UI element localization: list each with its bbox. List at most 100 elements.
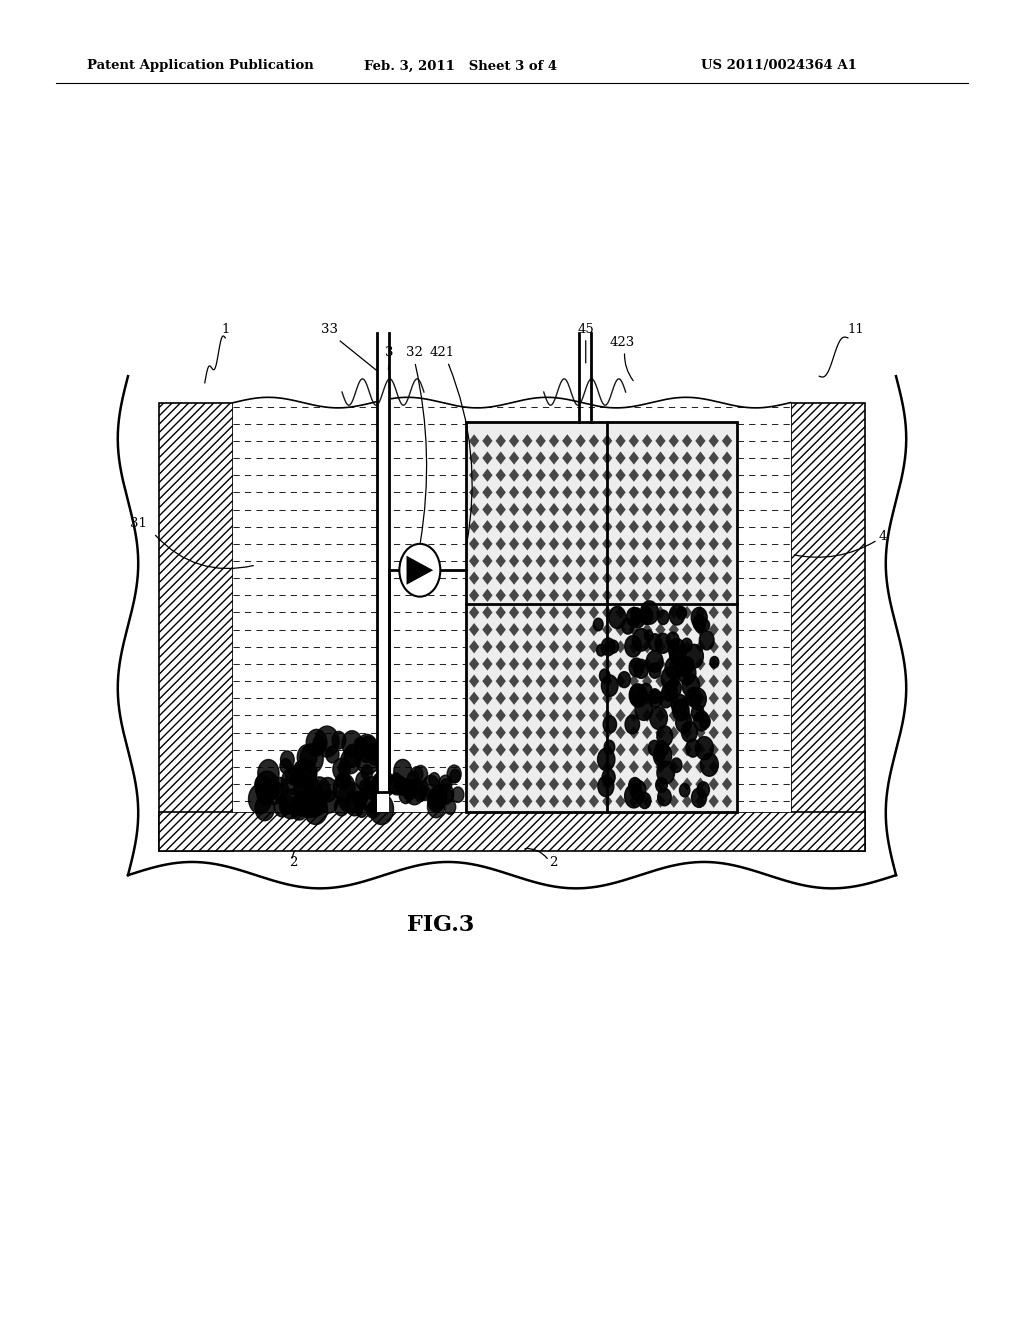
- Polygon shape: [522, 451, 532, 465]
- Polygon shape: [509, 675, 519, 688]
- Polygon shape: [575, 726, 586, 739]
- Polygon shape: [509, 503, 519, 516]
- Polygon shape: [629, 451, 639, 465]
- Bar: [466, 422, 737, 812]
- Polygon shape: [722, 709, 732, 722]
- Polygon shape: [655, 554, 666, 568]
- Polygon shape: [536, 726, 546, 739]
- Circle shape: [444, 800, 456, 814]
- Polygon shape: [536, 451, 546, 465]
- Polygon shape: [682, 451, 692, 465]
- Text: Feb. 3, 2011   Sheet 3 of 4: Feb. 3, 2011 Sheet 3 of 4: [364, 59, 557, 73]
- Circle shape: [672, 694, 687, 715]
- Polygon shape: [509, 486, 519, 499]
- Circle shape: [282, 768, 303, 795]
- Polygon shape: [549, 537, 559, 550]
- Polygon shape: [549, 451, 559, 465]
- Circle shape: [681, 722, 697, 742]
- Circle shape: [644, 630, 653, 642]
- Circle shape: [373, 774, 385, 789]
- Circle shape: [665, 657, 682, 678]
- Polygon shape: [549, 726, 559, 739]
- Polygon shape: [655, 795, 666, 808]
- Polygon shape: [709, 451, 719, 465]
- Circle shape: [447, 766, 461, 783]
- Polygon shape: [709, 675, 719, 688]
- Polygon shape: [549, 589, 559, 602]
- Polygon shape: [496, 657, 506, 671]
- Polygon shape: [536, 640, 546, 653]
- Circle shape: [340, 774, 350, 787]
- Polygon shape: [655, 486, 666, 499]
- Text: 32: 32: [407, 346, 423, 359]
- Polygon shape: [602, 537, 612, 550]
- Circle shape: [629, 777, 641, 793]
- Bar: [466, 422, 737, 812]
- Polygon shape: [602, 434, 612, 447]
- Polygon shape: [482, 795, 493, 808]
- Polygon shape: [522, 554, 532, 568]
- Circle shape: [281, 751, 294, 768]
- Polygon shape: [522, 657, 532, 671]
- Circle shape: [452, 787, 464, 803]
- Polygon shape: [722, 777, 732, 791]
- Circle shape: [677, 607, 686, 619]
- Polygon shape: [549, 606, 559, 619]
- Polygon shape: [709, 469, 719, 482]
- Polygon shape: [629, 434, 639, 447]
- Circle shape: [293, 791, 313, 817]
- Circle shape: [359, 737, 376, 758]
- Polygon shape: [482, 537, 493, 550]
- Circle shape: [300, 744, 324, 774]
- Circle shape: [625, 635, 641, 657]
- Polygon shape: [629, 795, 639, 808]
- Polygon shape: [522, 640, 532, 653]
- Polygon shape: [615, 434, 626, 447]
- Polygon shape: [615, 743, 626, 756]
- Circle shape: [686, 688, 701, 708]
- Circle shape: [631, 780, 646, 800]
- Polygon shape: [522, 795, 532, 808]
- Circle shape: [389, 775, 404, 795]
- Polygon shape: [642, 777, 652, 791]
- Polygon shape: [509, 726, 519, 739]
- Polygon shape: [709, 657, 719, 671]
- Circle shape: [342, 731, 362, 756]
- Polygon shape: [536, 434, 546, 447]
- Polygon shape: [562, 537, 572, 550]
- Circle shape: [655, 634, 671, 653]
- Polygon shape: [602, 795, 612, 808]
- Polygon shape: [695, 657, 706, 671]
- Polygon shape: [602, 503, 612, 516]
- Polygon shape: [615, 692, 626, 705]
- Polygon shape: [549, 469, 559, 482]
- Circle shape: [622, 618, 634, 634]
- Polygon shape: [589, 537, 599, 550]
- Polygon shape: [722, 795, 732, 808]
- Polygon shape: [496, 709, 506, 722]
- Polygon shape: [602, 675, 612, 688]
- Circle shape: [255, 796, 274, 821]
- Polygon shape: [509, 554, 519, 568]
- Polygon shape: [482, 572, 493, 585]
- Polygon shape: [589, 760, 599, 774]
- Polygon shape: [496, 743, 506, 756]
- Polygon shape: [589, 692, 599, 705]
- Text: 423: 423: [610, 335, 635, 348]
- Circle shape: [697, 781, 710, 797]
- Polygon shape: [562, 657, 572, 671]
- Polygon shape: [655, 520, 666, 533]
- Polygon shape: [695, 554, 706, 568]
- Circle shape: [691, 788, 707, 808]
- Polygon shape: [615, 795, 626, 808]
- Circle shape: [676, 711, 692, 733]
- Polygon shape: [602, 640, 612, 653]
- Polygon shape: [642, 554, 652, 568]
- Circle shape: [274, 797, 290, 817]
- Circle shape: [646, 651, 664, 672]
- Circle shape: [263, 780, 279, 800]
- Circle shape: [304, 795, 328, 825]
- Circle shape: [306, 730, 327, 756]
- Circle shape: [249, 784, 271, 814]
- Polygon shape: [602, 657, 612, 671]
